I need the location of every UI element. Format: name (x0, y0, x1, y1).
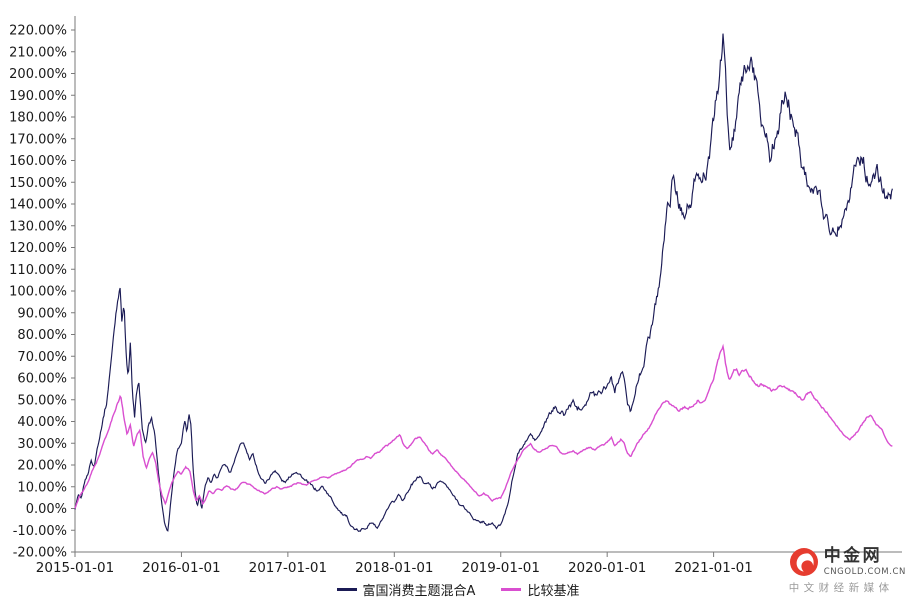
y-axis-label: -20.00% (13, 546, 67, 561)
legend-dash-icon (336, 588, 357, 591)
y-axis-label: 130.00% (9, 219, 67, 234)
x-axis-label: 2020-01-01 (568, 560, 646, 576)
series-line-1 (74, 343, 893, 509)
cngold-logo-icon (789, 548, 818, 576)
x-axis-label: 2016-01-01 (142, 560, 220, 576)
y-axis-label: 200.00% (9, 67, 67, 82)
chart-legend: 富国消费主题混合A 比较基准 (0, 580, 916, 599)
y-axis-label: 140.00% (9, 198, 67, 213)
y-axis-label: -10.00% (13, 524, 67, 539)
y-axis-label: 60.00% (17, 372, 67, 387)
legend-dash-icon (501, 588, 522, 591)
brand-name: 中金网 (823, 546, 883, 567)
x-axis-label: 2019-01-01 (462, 560, 540, 576)
y-axis-label: 110.00% (9, 263, 67, 278)
brand-domain: CNGOLD.COM.CN (823, 566, 906, 577)
y-axis-label: 10.00% (17, 480, 67, 495)
y-axis-label: 150.00% (9, 176, 67, 191)
y-axis-label: 50.00% (17, 393, 67, 408)
y-axis-label: 20.00% (17, 459, 67, 474)
y-axis: 220.00% 210.00% 200.00% 190.00% 180.00% 170.0… (9, 24, 75, 561)
x-axis-label: 2021-01-01 (674, 560, 752, 576)
series-line-0 (74, 33, 893, 533)
legend-label: 比较基准 (527, 584, 580, 599)
y-axis-label: 40.00% (17, 415, 67, 430)
series-lines (74, 33, 893, 533)
legend-item-0: 富国消费主题混合A (336, 580, 476, 599)
y-axis-label: 90.00% (17, 306, 67, 321)
y-axis-label: 160.00% (9, 154, 67, 169)
y-axis-label: 170.00% (9, 132, 67, 147)
watermark-header: 中金网 CNGOLD.COM.CN (789, 547, 906, 577)
y-axis-label: 80.00% (17, 328, 67, 343)
y-axis-label: 30.00% (17, 437, 67, 452)
y-axis-label: 0.00% (26, 502, 67, 517)
x-axis-label: 2015-01-01 (36, 560, 114, 576)
x-axis-label: 2018-01-01 (355, 560, 433, 576)
x-axis-label: 2017-01-01 (249, 560, 327, 576)
legend-label: 富国消费主题混合A (362, 584, 476, 599)
y-axis-label: 120.00% (9, 241, 67, 256)
y-axis-label: 70.00% (17, 350, 67, 365)
x-axis: 2015-01-01 2016-01-01 2017-01-01 2018-01-01… (36, 552, 753, 576)
legend-item-1: 比较基准 (501, 580, 579, 599)
y-axis-label: 190.00% (9, 89, 67, 104)
y-axis-label: 220.00% (9, 24, 67, 39)
axes (74, 16, 902, 553)
watermark: 中金网 CNGOLD.COM.CN 中文财经新媒体 (789, 547, 906, 595)
y-axis-label: 180.00% (9, 111, 67, 126)
y-axis-label: 210.00% (9, 45, 67, 60)
brand-tagline: 中文财经新媒体 (788, 582, 894, 594)
watermark-text: 中金网 CNGOLD.COM.CN (824, 547, 906, 577)
y-axis-label: 100.00% (9, 285, 67, 300)
